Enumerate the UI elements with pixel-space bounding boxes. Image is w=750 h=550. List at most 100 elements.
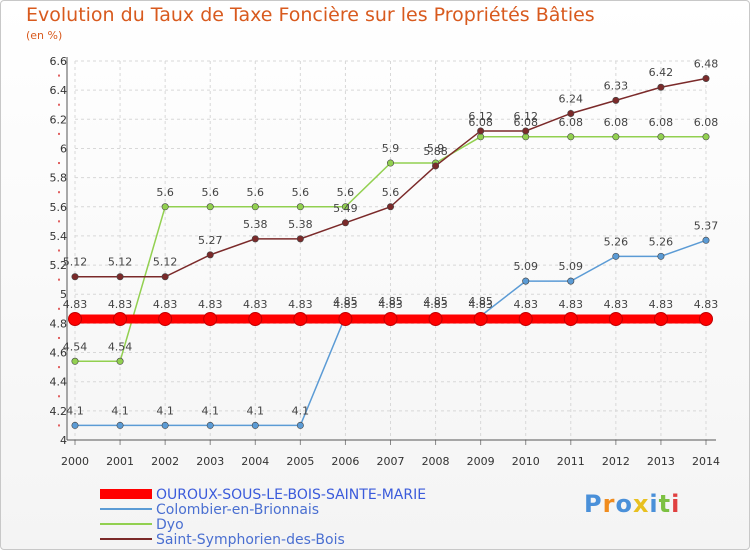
y-minor-tick <box>58 162 60 165</box>
data-label-2: 5.6 <box>156 186 174 199</box>
series-point-1 <box>567 277 575 285</box>
series-point-3 <box>386 203 394 211</box>
data-label-2: 6.08 <box>559 116 584 129</box>
data-label-3: 5.38 <box>288 218 313 231</box>
y-tick-label: 4 <box>60 434 67 447</box>
series-point-2 <box>206 203 214 211</box>
series-point-1 <box>161 421 169 429</box>
data-label-1: 5.26 <box>604 235 629 248</box>
data-label-0: 4.83 <box>423 298 448 311</box>
series-point-0 <box>248 312 263 327</box>
data-label-2: 5.6 <box>201 186 219 199</box>
series-point-0 <box>473 312 488 327</box>
data-label-3: 6.12 <box>468 110 493 123</box>
data-label-2: 6.08 <box>604 116 629 129</box>
x-tick-label: 2014 <box>692 455 720 468</box>
data-label-1: 4.1 <box>156 404 174 417</box>
data-label-0: 4.83 <box>604 298 629 311</box>
data-label-2: 6.08 <box>649 116 674 129</box>
series-point-2 <box>522 133 530 141</box>
data-label-0: 4.83 <box>559 298 584 311</box>
legend-label-1: Colombier-en-Brionnais <box>156 502 319 518</box>
data-label-2: 4.54 <box>63 340 88 353</box>
x-tick-label: 2009 <box>467 455 495 468</box>
series-point-2 <box>612 133 620 141</box>
data-label-1: 4.85 <box>333 295 358 308</box>
data-label-0: 4.83 <box>63 298 88 311</box>
series-point-0 <box>428 312 443 327</box>
data-label-0: 4.83 <box>513 298 538 311</box>
series-point-2 <box>116 357 124 365</box>
data-label-3: 5.49 <box>333 202 358 215</box>
data-label-1: 4.85 <box>378 295 403 308</box>
series-point-3 <box>477 127 485 135</box>
data-label-0: 4.83 <box>378 298 403 311</box>
series-point-3 <box>206 251 214 259</box>
data-label-2: 5.6 <box>247 186 265 199</box>
data-label-3: 6.33 <box>604 79 629 92</box>
data-label-0: 4.83 <box>153 298 178 311</box>
series-point-0 <box>608 312 623 327</box>
series-point-0 <box>383 312 398 327</box>
y-tick-label: 6.2 <box>50 113 68 126</box>
y-minor-tick <box>58 132 60 135</box>
x-tick-label: 2004 <box>241 455 269 468</box>
series-point-3 <box>161 273 169 281</box>
data-label-1: 4.1 <box>292 404 310 417</box>
legend-label-2: Dyo <box>156 517 184 533</box>
data-label-0: 4.83 <box>108 298 133 311</box>
data-label-2: 6.08 <box>468 116 493 129</box>
data-label-3: 5.6 <box>382 186 400 199</box>
y-minor-tick <box>58 249 60 252</box>
x-tick-label: 2003 <box>196 455 224 468</box>
data-label-1: 4.1 <box>111 404 129 417</box>
proxiti-logo: Proxiti <box>584 490 681 518</box>
series-point-0 <box>293 312 308 327</box>
y-minor-tick <box>58 74 60 77</box>
data-label-1: 4.1 <box>66 404 84 417</box>
series-point-0 <box>338 312 353 327</box>
data-label-3: 5.12 <box>153 256 178 269</box>
series-point-2 <box>386 159 394 167</box>
y-tick-label: 6 <box>60 142 67 155</box>
series-point-3 <box>296 235 304 243</box>
series-point-3 <box>71 273 79 281</box>
series-point-1 <box>206 421 214 429</box>
y-tick-label: 4.2 <box>50 405 68 418</box>
y-tick-label: 6.6 <box>50 55 68 68</box>
data-label-1: 5.37 <box>694 219 719 232</box>
series-point-3 <box>522 127 530 135</box>
data-label-0: 4.83 <box>243 298 268 311</box>
series-point-2 <box>341 203 349 211</box>
y-minor-tick <box>58 191 60 194</box>
series-point-2 <box>657 133 665 141</box>
x-tick-label: 2013 <box>647 455 675 468</box>
series-point-1 <box>116 421 124 429</box>
x-tick-label: 2001 <box>106 455 134 468</box>
y-minor-tick <box>58 307 60 310</box>
data-label-2: 6.08 <box>513 116 538 129</box>
y-tick-label: 5.4 <box>50 230 68 243</box>
data-label-3: 5.12 <box>63 256 88 269</box>
data-label-3: 5.88 <box>423 145 448 158</box>
data-label-2: 5.9 <box>382 142 400 155</box>
y-minor-tick <box>58 366 60 369</box>
data-label-3: 6.24 <box>559 92 584 105</box>
data-label-0: 4.83 <box>649 298 674 311</box>
series-point-1 <box>251 421 259 429</box>
series-point-0 <box>653 312 668 327</box>
series-point-2 <box>296 203 304 211</box>
data-label-3: 6.12 <box>513 110 538 123</box>
data-label-2: 5.6 <box>292 186 310 199</box>
series-point-2 <box>71 357 79 365</box>
y-minor-tick <box>58 424 60 427</box>
series-point-3 <box>567 109 575 117</box>
data-label-3: 5.12 <box>108 256 133 269</box>
series-point-3 <box>657 83 665 91</box>
y-minor-tick <box>58 395 60 398</box>
series-point-0 <box>699 312 713 327</box>
x-tick-label: 2000 <box>61 455 89 468</box>
series-point-3 <box>612 96 620 104</box>
data-labels: 4.83 4.83 4.83 4.83 4.83 4.83 4.83 4.83 4.83 4.83… <box>63 57 719 417</box>
series-point-1 <box>657 252 665 260</box>
